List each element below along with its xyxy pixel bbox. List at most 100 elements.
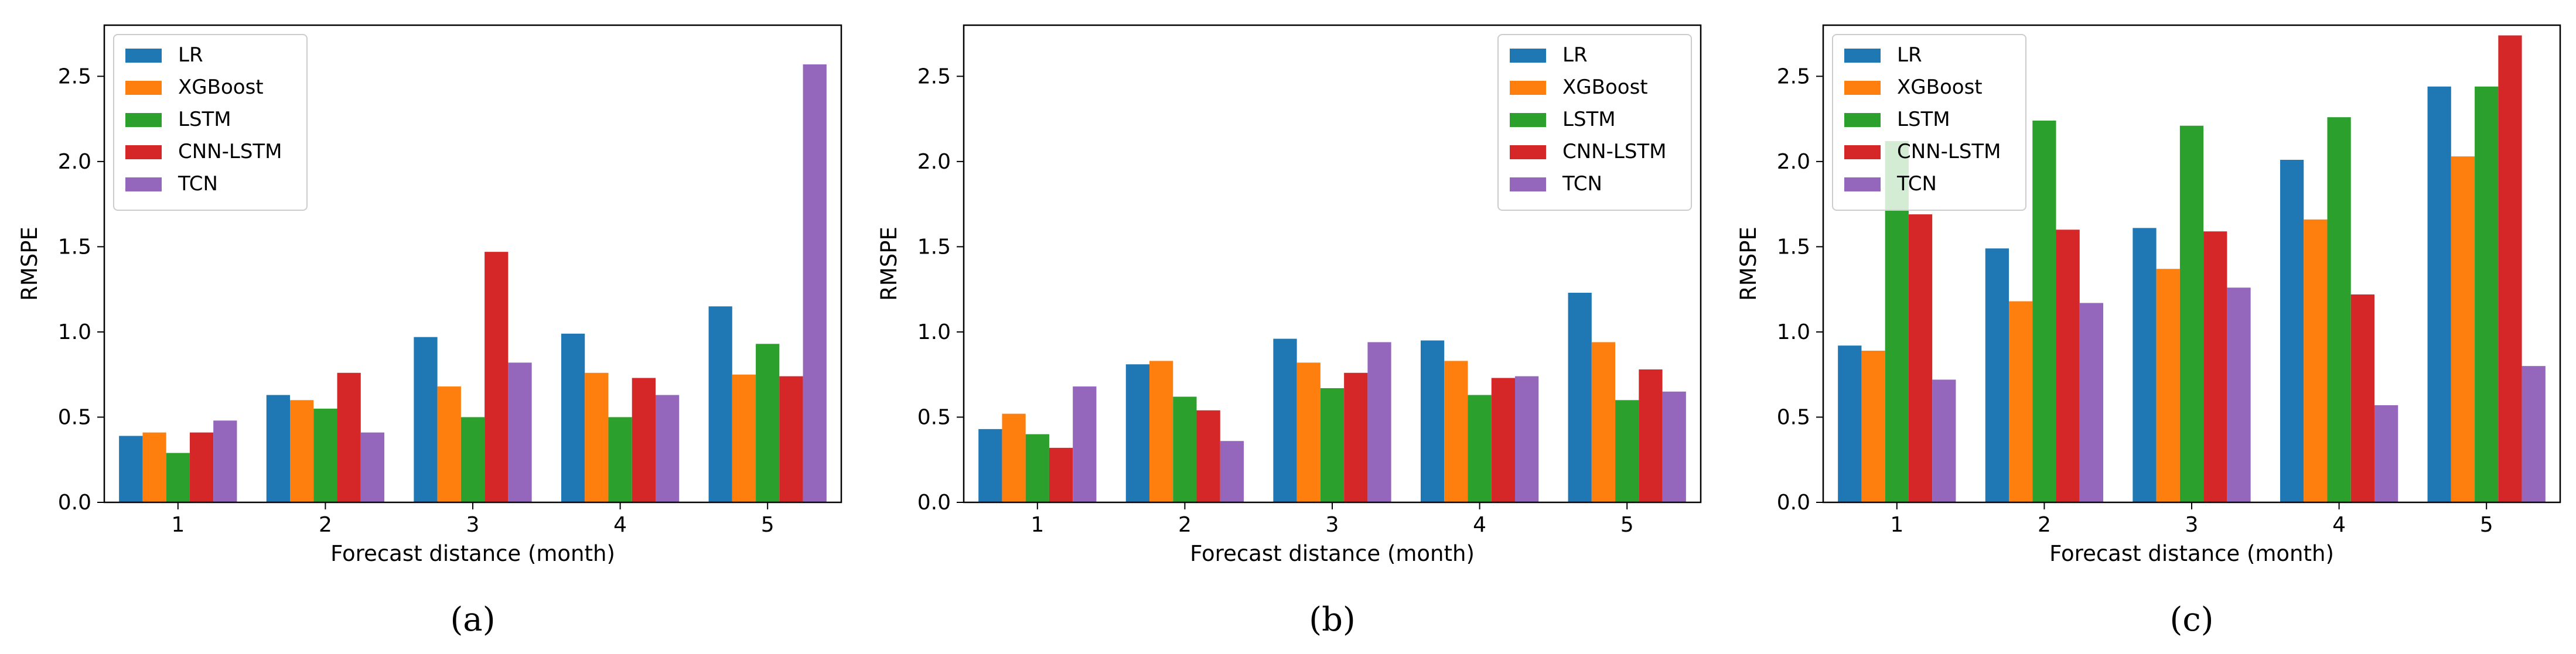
x-tick-label: 1 [1031, 513, 1044, 537]
bar-xgboost-2 [1149, 361, 1173, 502]
bar-xgboost-5 [1591, 342, 1616, 502]
bar-cnn-lstm-5 [2498, 35, 2522, 502]
bar-xgboost-5 [732, 374, 756, 502]
y-tick-label: 1.0 [917, 320, 951, 344]
bar-lr-2 [1125, 364, 1150, 502]
y-tick-label: 0.0 [58, 491, 91, 515]
legend-swatch-cnn-lstm [1510, 145, 1546, 159]
bar-lstm-3 [2179, 125, 2204, 502]
legend-label-xgboost: XGBoost [178, 76, 264, 99]
bar-cnn-lstm-1 [1908, 214, 1933, 502]
panel-caption: (c) [2169, 601, 2213, 639]
bar-lstm-3 [1320, 388, 1345, 502]
legend-label-tcn: TCN [178, 172, 218, 196]
legend-swatch-lr [125, 49, 162, 63]
y-tick-label: 0.5 [917, 405, 951, 429]
legend-label-lstm: LSTM [1562, 108, 1616, 131]
bar-xgboost-3 [437, 386, 461, 502]
bar-xgboost-2 [290, 400, 314, 502]
y-tick-label: 0.5 [1777, 405, 1810, 429]
bar-lr-1 [978, 429, 1002, 502]
bar-cnn-lstm-2 [337, 372, 361, 502]
bar-xgboost-1 [1002, 413, 1026, 502]
bar-xgboost-1 [142, 432, 166, 502]
y-tick-label: 1.5 [58, 235, 91, 259]
legend-box [1497, 34, 1692, 211]
x-axis-label: Forecast distance (month) [1190, 541, 1475, 566]
y-tick-label: 0.0 [1777, 491, 1810, 515]
legend-swatch-xgboost [1844, 81, 1881, 95]
panel-caption: (a) [450, 601, 495, 639]
bar-xgboost-3 [1296, 362, 1321, 502]
y-tick-label: 1.0 [1777, 320, 1810, 344]
bar-lr-2 [1985, 248, 2009, 502]
bar-lstm-4 [1468, 395, 1492, 502]
legend-box [1832, 34, 2026, 211]
x-tick-label: 4 [2332, 513, 2346, 537]
bar-tcn-5 [803, 64, 827, 503]
legend-label-cnn-lstm: CNN-LSTM [178, 140, 282, 163]
legend-label-lstm: LSTM [178, 108, 231, 131]
bar-tcn-5 [2522, 366, 2546, 502]
chart-panel-2: 1 2 3 4 5 0.0 0.5 1.0 1.5 2.0 2.5 Forecast distance… [876, 24, 1702, 639]
bar-xgboost-3 [2156, 269, 2180, 502]
bar-tcn-2 [360, 432, 385, 502]
bar-lr-5 [1568, 292, 1592, 502]
bar-lr-2 [266, 395, 291, 502]
y-tick-label: 2.0 [917, 150, 951, 174]
bar-lstm-5 [756, 344, 780, 502]
bar-lstm-3 [460, 417, 485, 502]
bar-tcn-5 [1662, 391, 1686, 502]
bar-tcn-3 [2227, 287, 2251, 502]
y-tick-label: 1.5 [917, 235, 951, 259]
bar-tcn-4 [1514, 376, 1539, 502]
x-axis-label: Forecast distance (month) [2049, 541, 2334, 566]
bar-cnn-lstm-3 [485, 252, 509, 502]
bar-cnn-lstm-4 [1491, 378, 1515, 502]
y-axis-label: RMSPE [876, 227, 902, 301]
legend-label-tcn: TCN [1896, 172, 1937, 196]
bar-cnn-lstm-1 [189, 432, 214, 502]
bar-lr-3 [414, 337, 438, 502]
x-tick-label: 2 [1178, 513, 1192, 537]
x-tick-label: 4 [613, 513, 627, 537]
y-tick-label: 1.5 [1777, 235, 1810, 259]
bar-lr-3 [1273, 338, 1297, 502]
bar-lstm-4 [2327, 117, 2351, 502]
x-tick-label: 4 [1473, 513, 1486, 537]
bar-xgboost-4 [2304, 219, 2328, 502]
legend-box [113, 34, 308, 211]
bar-cnn-lstm-3 [1344, 372, 1368, 502]
legend-swatch-cnn-lstm [1844, 145, 1881, 159]
legend-swatch-xgboost [1510, 81, 1546, 95]
bar-lr-1 [119, 436, 143, 502]
legend: LR XGBoost LSTM CNN-LSTM TCN [113, 34, 308, 211]
bar-xgboost-4 [585, 372, 609, 502]
legend-label-xgboost: XGBoost [1562, 76, 1648, 99]
bar-xgboost-4 [1444, 361, 1468, 502]
bar-lr-4 [1420, 340, 1445, 502]
bar-tcn-1 [1073, 386, 1097, 502]
legend-label-lr: LR [1897, 43, 1922, 67]
legend-label-cnn-lstm: CNN-LSTM [1897, 140, 2001, 163]
y-tick-label: 2.5 [1777, 64, 1810, 88]
legend-label-cnn-lstm: CNN-LSTM [1562, 140, 1667, 163]
x-tick-label: 5 [761, 513, 774, 537]
legend-swatch-xgboost [125, 81, 162, 95]
bar-xgboost-5 [2451, 156, 2475, 502]
chart-panel-3: 1 2 3 4 5 0.0 0.5 1.0 1.5 2.0 2.5 Forecast distance… [1736, 24, 2561, 639]
bar-lr-3 [2133, 228, 2157, 502]
x-tick-label: 1 [1890, 513, 1903, 537]
bar-tcn-2 [2079, 303, 2104, 502]
bar-lstm-2 [2032, 121, 2056, 502]
legend-swatch-lr [1510, 49, 1546, 63]
x-tick-label: 2 [319, 513, 332, 537]
bar-lstm-5 [1615, 400, 1639, 502]
legend-label-xgboost: XGBoost [1897, 76, 1983, 99]
legend-swatch-lstm [1510, 113, 1546, 127]
x-tick-label: 3 [2185, 513, 2199, 537]
bar-lstm-5 [2475, 86, 2499, 503]
legend-swatch-lstm [125, 113, 162, 127]
bar-tcn-4 [2374, 405, 2398, 502]
